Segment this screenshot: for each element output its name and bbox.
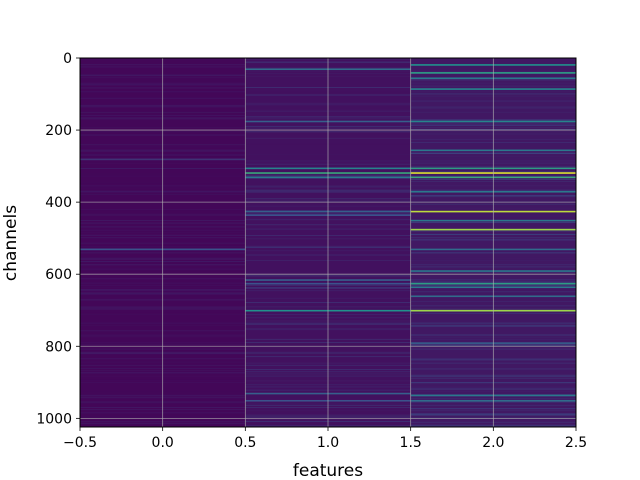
y-axis-label: channels xyxy=(1,205,21,281)
y-tick-label: 400 xyxy=(45,195,72,211)
y-tick-label: 600 xyxy=(45,267,72,283)
x-tick-label: 1.5 xyxy=(400,435,422,451)
y-axis: 0 200 400 600 800 1000 xyxy=(36,51,80,427)
y-tick-label: 1000 xyxy=(36,411,72,427)
y-tick-label: 0 xyxy=(63,51,72,67)
x-tick-label: 1.0 xyxy=(317,435,339,451)
y-tick-label: 200 xyxy=(45,123,72,139)
x-tick-label: −0.5 xyxy=(63,435,97,451)
y-tick-label: 800 xyxy=(45,339,72,355)
x-tick-label: 2.0 xyxy=(482,435,504,451)
x-tick-label: 2.5 xyxy=(565,435,587,451)
x-tick-label: 0.0 xyxy=(152,435,174,451)
x-axis-label: features xyxy=(293,461,363,480)
x-axis: −0.5 0.0 0.5 1.0 1.5 2.0 2.5 xyxy=(63,427,587,451)
x-tick-label: 0.5 xyxy=(234,435,256,451)
